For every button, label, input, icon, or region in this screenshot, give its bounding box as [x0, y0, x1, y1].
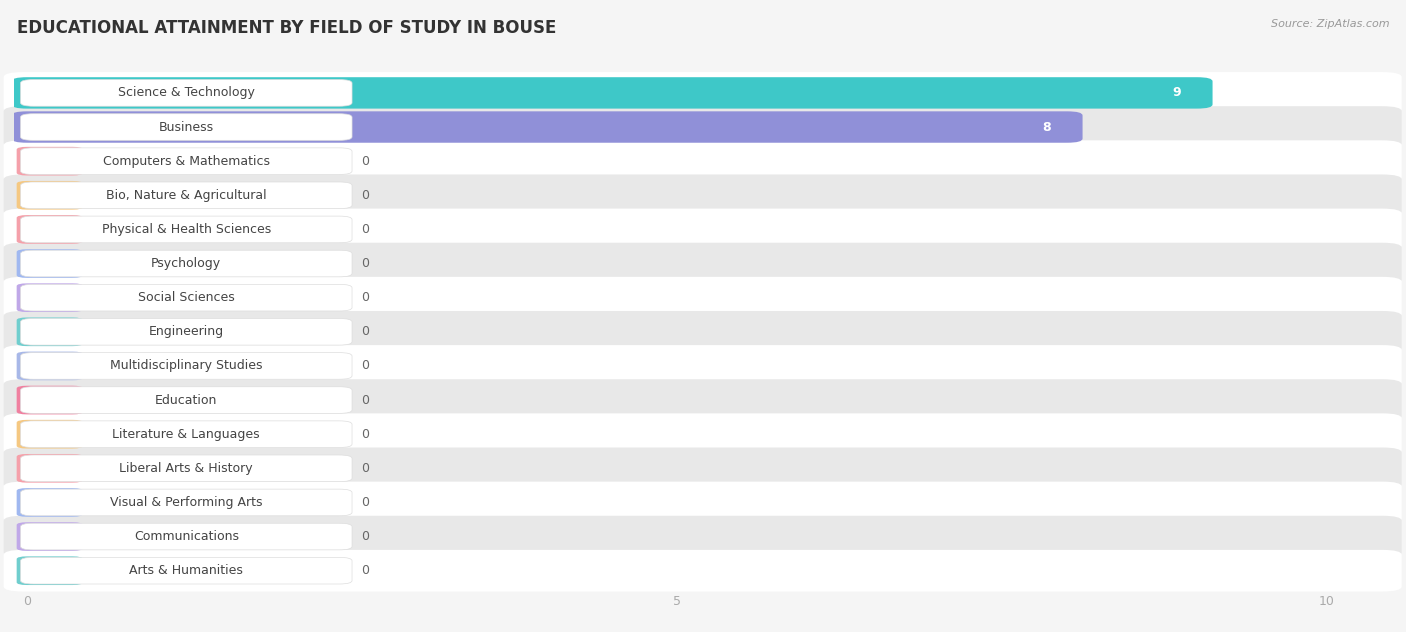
Bar: [14, 451, 1392, 485]
FancyBboxPatch shape: [17, 488, 83, 517]
Text: 9: 9: [1173, 87, 1181, 99]
FancyBboxPatch shape: [17, 147, 83, 176]
Text: Science & Technology: Science & Technology: [118, 87, 254, 99]
Text: 0: 0: [361, 223, 370, 236]
Text: Arts & Humanities: Arts & Humanities: [129, 564, 243, 577]
FancyBboxPatch shape: [21, 114, 351, 140]
FancyBboxPatch shape: [4, 140, 1402, 182]
FancyBboxPatch shape: [21, 557, 351, 584]
Text: Computers & Mathematics: Computers & Mathematics: [103, 155, 270, 167]
Bar: [14, 383, 1392, 417]
Text: Multidisciplinary Studies: Multidisciplinary Studies: [110, 360, 263, 372]
Bar: [14, 281, 1392, 315]
Text: 0: 0: [361, 564, 370, 577]
Text: Communications: Communications: [134, 530, 239, 543]
Text: 0: 0: [361, 291, 370, 304]
FancyBboxPatch shape: [4, 345, 1402, 387]
Text: 8: 8: [1043, 121, 1052, 133]
FancyBboxPatch shape: [21, 387, 351, 413]
Text: 0: 0: [361, 394, 370, 406]
FancyBboxPatch shape: [17, 454, 83, 483]
FancyBboxPatch shape: [4, 447, 1402, 489]
FancyBboxPatch shape: [21, 421, 351, 447]
FancyBboxPatch shape: [4, 311, 1402, 353]
FancyBboxPatch shape: [21, 80, 351, 106]
FancyBboxPatch shape: [17, 522, 83, 551]
FancyBboxPatch shape: [21, 250, 351, 277]
Text: Social Sciences: Social Sciences: [138, 291, 235, 304]
FancyBboxPatch shape: [4, 482, 1402, 523]
FancyBboxPatch shape: [4, 209, 1402, 250]
Text: EDUCATIONAL ATTAINMENT BY FIELD OF STUDY IN BOUSE: EDUCATIONAL ATTAINMENT BY FIELD OF STUDY…: [17, 19, 557, 37]
Text: Visual & Performing Arts: Visual & Performing Arts: [110, 496, 263, 509]
Bar: [14, 110, 1392, 144]
FancyBboxPatch shape: [4, 72, 1402, 114]
FancyBboxPatch shape: [11, 77, 1212, 109]
FancyBboxPatch shape: [17, 351, 83, 380]
Bar: [14, 315, 1392, 349]
Text: 0: 0: [361, 189, 370, 202]
FancyBboxPatch shape: [21, 455, 351, 482]
Bar: [14, 178, 1392, 212]
Bar: [14, 76, 1392, 110]
Bar: [14, 246, 1392, 281]
FancyBboxPatch shape: [4, 243, 1402, 284]
FancyBboxPatch shape: [21, 182, 351, 209]
FancyBboxPatch shape: [17, 386, 83, 415]
FancyBboxPatch shape: [4, 174, 1402, 216]
Text: 0: 0: [361, 257, 370, 270]
Bar: [14, 554, 1392, 588]
FancyBboxPatch shape: [21, 353, 351, 379]
FancyBboxPatch shape: [17, 283, 83, 312]
Bar: [14, 144, 1392, 178]
Bar: [14, 417, 1392, 451]
FancyBboxPatch shape: [17, 215, 83, 244]
FancyBboxPatch shape: [4, 379, 1402, 421]
FancyBboxPatch shape: [21, 148, 351, 174]
Text: 0: 0: [361, 530, 370, 543]
Text: Literature & Languages: Literature & Languages: [112, 428, 260, 441]
Text: Physical & Health Sciences: Physical & Health Sciences: [101, 223, 271, 236]
Text: Education: Education: [155, 394, 218, 406]
Text: Business: Business: [159, 121, 214, 133]
Bar: [14, 212, 1392, 246]
Text: Psychology: Psychology: [152, 257, 221, 270]
FancyBboxPatch shape: [17, 317, 83, 346]
Bar: [14, 485, 1392, 520]
Bar: [14, 349, 1392, 383]
Text: 0: 0: [361, 462, 370, 475]
FancyBboxPatch shape: [21, 216, 351, 243]
FancyBboxPatch shape: [17, 420, 83, 449]
FancyBboxPatch shape: [17, 249, 83, 278]
Text: 0: 0: [361, 325, 370, 338]
Text: 0: 0: [361, 360, 370, 372]
Bar: [14, 520, 1392, 554]
Text: Bio, Nature & Agricultural: Bio, Nature & Agricultural: [105, 189, 267, 202]
Text: 0: 0: [361, 496, 370, 509]
FancyBboxPatch shape: [21, 319, 351, 345]
Text: 0: 0: [361, 428, 370, 441]
FancyBboxPatch shape: [21, 523, 351, 550]
FancyBboxPatch shape: [4, 277, 1402, 319]
Text: Engineering: Engineering: [149, 325, 224, 338]
FancyBboxPatch shape: [11, 111, 1083, 143]
FancyBboxPatch shape: [17, 181, 83, 210]
Text: Liberal Arts & History: Liberal Arts & History: [120, 462, 253, 475]
Text: 0: 0: [361, 155, 370, 167]
FancyBboxPatch shape: [21, 284, 351, 311]
FancyBboxPatch shape: [21, 489, 351, 516]
FancyBboxPatch shape: [4, 516, 1402, 557]
FancyBboxPatch shape: [4, 550, 1402, 592]
FancyBboxPatch shape: [4, 413, 1402, 455]
Text: Source: ZipAtlas.com: Source: ZipAtlas.com: [1271, 19, 1389, 29]
FancyBboxPatch shape: [17, 556, 83, 585]
FancyBboxPatch shape: [4, 106, 1402, 148]
